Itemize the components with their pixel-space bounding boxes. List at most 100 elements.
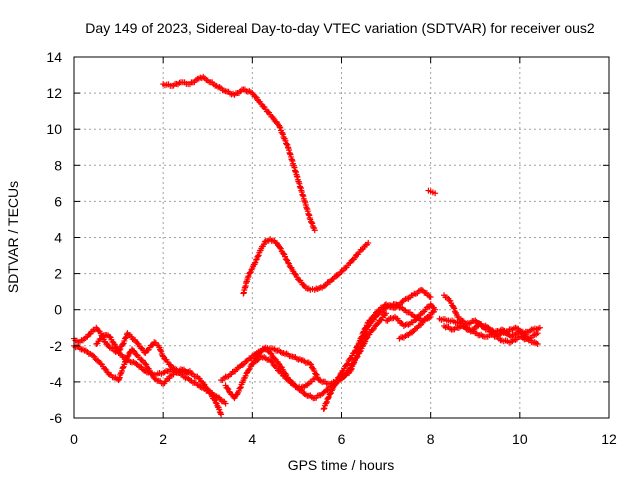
marker (143, 361, 150, 368)
marker (276, 244, 283, 251)
data-point (325, 395, 332, 402)
series-arc-14 (441, 321, 543, 339)
marker (105, 370, 112, 377)
series-arc-2 (425, 187, 439, 197)
y-tick-label: 12 (46, 85, 62, 101)
data-point (285, 259, 291, 266)
marker (397, 334, 404, 341)
marker (210, 395, 217, 402)
marker (253, 256, 260, 263)
marker (122, 358, 129, 365)
marker (344, 360, 351, 367)
data-point (124, 353, 131, 360)
marker (252, 93, 259, 100)
marker (358, 333, 365, 340)
marker (255, 253, 262, 260)
x-tick-label: 4 (248, 431, 256, 447)
marker (352, 347, 359, 354)
marker (283, 141, 290, 148)
marker (533, 340, 540, 347)
x-tick-label: 0 (70, 431, 78, 447)
marker (239, 361, 246, 368)
marker (308, 219, 315, 226)
marker (130, 347, 137, 354)
axis-ticks (73, 56, 610, 419)
y-tick-label: 10 (46, 121, 62, 137)
marker (297, 386, 304, 393)
marker (412, 290, 419, 297)
data-point (365, 239, 372, 246)
marker (269, 113, 276, 120)
marker (279, 131, 286, 138)
marker (224, 385, 231, 392)
marker (332, 380, 339, 387)
marker (533, 331, 540, 338)
marker (351, 359, 358, 366)
data-point (534, 340, 541, 347)
x-tick-label: 12 (601, 431, 617, 447)
data-point (120, 364, 127, 371)
series-arc-10 (320, 286, 434, 412)
data-point (111, 340, 118, 347)
marker (300, 281, 307, 288)
data-point (320, 405, 327, 412)
marker (116, 347, 123, 354)
marker (360, 329, 367, 336)
x-axis-label: GPS time / hours (288, 457, 395, 473)
marker (370, 312, 377, 319)
marker (117, 346, 124, 353)
marker (252, 259, 259, 266)
data-point (351, 348, 358, 355)
marker (325, 393, 332, 400)
series-arc-1 (160, 73, 318, 234)
marker (282, 137, 289, 144)
marker (246, 365, 253, 372)
series-arc-3 (240, 236, 372, 297)
marker (312, 371, 319, 378)
data-point (142, 360, 149, 367)
marker (479, 333, 486, 340)
marker (348, 365, 355, 372)
marker (321, 282, 328, 289)
x-tick-label: 8 (427, 431, 435, 447)
y-axis-label: SDTVAR / TECUs (5, 181, 21, 293)
marker (245, 273, 252, 280)
y-tick-labels: -6 -4 -2 0 2 4 6 8 10 12 14 (46, 49, 62, 426)
marker (134, 340, 141, 347)
marker (268, 358, 275, 365)
marker (335, 374, 342, 381)
marker (123, 357, 130, 364)
data-point (195, 375, 202, 382)
marker (125, 352, 132, 359)
series-arc-11 (383, 301, 439, 342)
marker (343, 361, 350, 368)
x-tick-label: 2 (159, 431, 167, 447)
data-point (311, 227, 318, 234)
marker (337, 371, 344, 378)
marker (292, 271, 299, 278)
marker (489, 327, 496, 334)
data-point (374, 321, 381, 328)
series-arc-4 (71, 324, 229, 407)
data-point (186, 368, 193, 375)
marker (157, 347, 164, 354)
grid (74, 57, 609, 418)
marker (211, 397, 218, 404)
data-point (396, 335, 403, 342)
data-point (536, 324, 543, 331)
marker (207, 390, 214, 397)
y-tick-label: 0 (54, 302, 62, 318)
marker (358, 334, 365, 341)
marker (348, 366, 355, 373)
x-tick-labels: 0 2 4 6 8 10 12 (70, 431, 617, 447)
data-point (432, 190, 439, 197)
marker (159, 352, 166, 359)
data-point (218, 411, 225, 418)
data-point (267, 350, 274, 357)
marker (450, 304, 457, 311)
y-tick-label: 2 (54, 266, 62, 282)
data-point (338, 268, 345, 275)
marker (237, 384, 244, 391)
data-point (120, 340, 127, 347)
